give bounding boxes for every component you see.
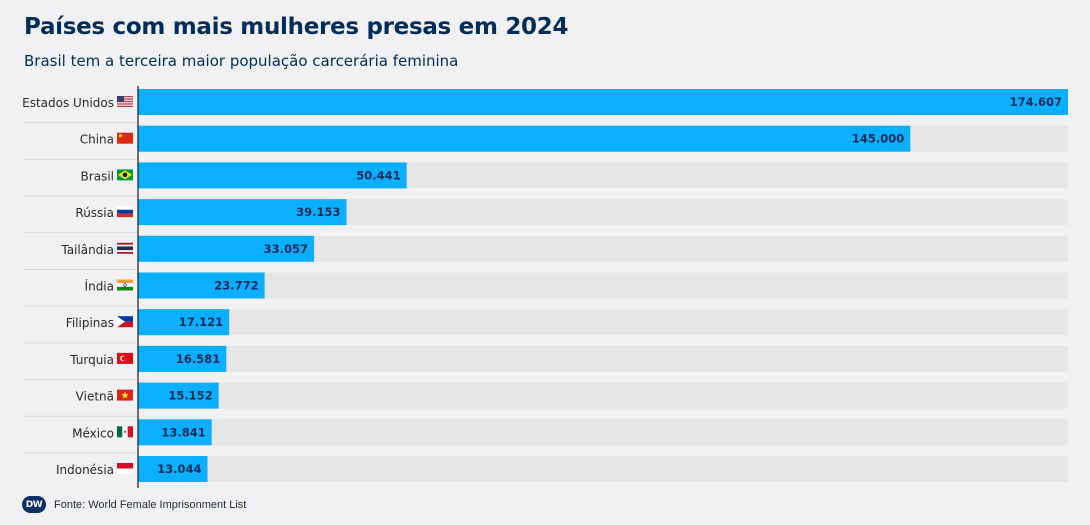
value-label: 174.607: [1010, 95, 1062, 109]
category-label: Índia: [85, 279, 114, 294]
cn-flag-icon: [117, 132, 133, 144]
bar-México: [138, 419, 212, 446]
bar-track: [138, 272, 1068, 299]
bar-Filipinas: [138, 309, 230, 336]
ph-flag-icon: [117, 316, 133, 328]
category-label: Filipinas: [66, 316, 114, 330]
value-label: 17.121: [179, 315, 223, 329]
category-label: Estados Unidos: [22, 96, 114, 110]
value-label: 50.441: [356, 168, 400, 182]
mx-flag-icon: [117, 426, 133, 438]
category-label: Indonésia: [56, 463, 114, 477]
value-label: 23.772: [214, 279, 258, 293]
br-flag-icon: [117, 169, 133, 181]
bar-Estados Unidos: [138, 89, 1068, 115]
chart-subtitle: Brasil tem a terceira maior população ca…: [24, 52, 459, 70]
bar-chart: 174.607 Estados Unidos 145.000 China 50.441 B…: [22, 86, 1068, 488]
in-flag-icon: [117, 279, 133, 291]
bar-track: [138, 345, 1068, 372]
source-note: Fonte: World Female Imprisonment List: [54, 498, 247, 511]
category-label: Rússia: [75, 206, 114, 220]
th-flag-icon: [117, 242, 133, 254]
bar-track: [138, 419, 1068, 446]
bar-Vietnã: [138, 382, 219, 409]
footer: DW Fonte: World Female Imprisonment List: [22, 496, 246, 513]
bar-track: [138, 382, 1068, 409]
category-label: Vietnã: [76, 390, 114, 404]
vn-flag-icon: [117, 389, 133, 401]
category-label: México: [72, 426, 114, 440]
category-label: China: [80, 133, 114, 147]
value-label: 39.153: [296, 205, 340, 219]
category-label: Turquia: [69, 353, 114, 367]
value-label: 13.841: [161, 425, 205, 439]
bar-Indonésia: [138, 456, 208, 482]
bar-track: [138, 309, 1068, 336]
tr-flag-icon: [117, 352, 133, 364]
value-label: 15.152: [168, 389, 212, 403]
bar-Índia: [138, 272, 265, 299]
chart-title: Países com mais mulheres presas em 2024: [24, 14, 569, 40]
bar-Rússia: [138, 199, 347, 226]
bar-Turquia: [138, 345, 227, 372]
value-label: 16.581: [176, 352, 220, 366]
bar-track: [138, 456, 1068, 482]
us-flag-icon: [117, 96, 133, 107]
id-flag-icon: [117, 463, 133, 474]
ru-flag-icon: [117, 206, 133, 218]
value-label: 145.000: [852, 132, 904, 146]
dw-logo-icon: DW: [22, 496, 46, 513]
category-label: Brasil: [81, 169, 114, 183]
bar-Brasil: [138, 162, 407, 189]
value-label: 33.057: [264, 242, 308, 256]
bar-Tailândia: [138, 235, 315, 262]
category-label: Tailândia: [60, 243, 114, 257]
value-label: 13.044: [157, 462, 201, 476]
bar-China: [138, 125, 911, 152]
